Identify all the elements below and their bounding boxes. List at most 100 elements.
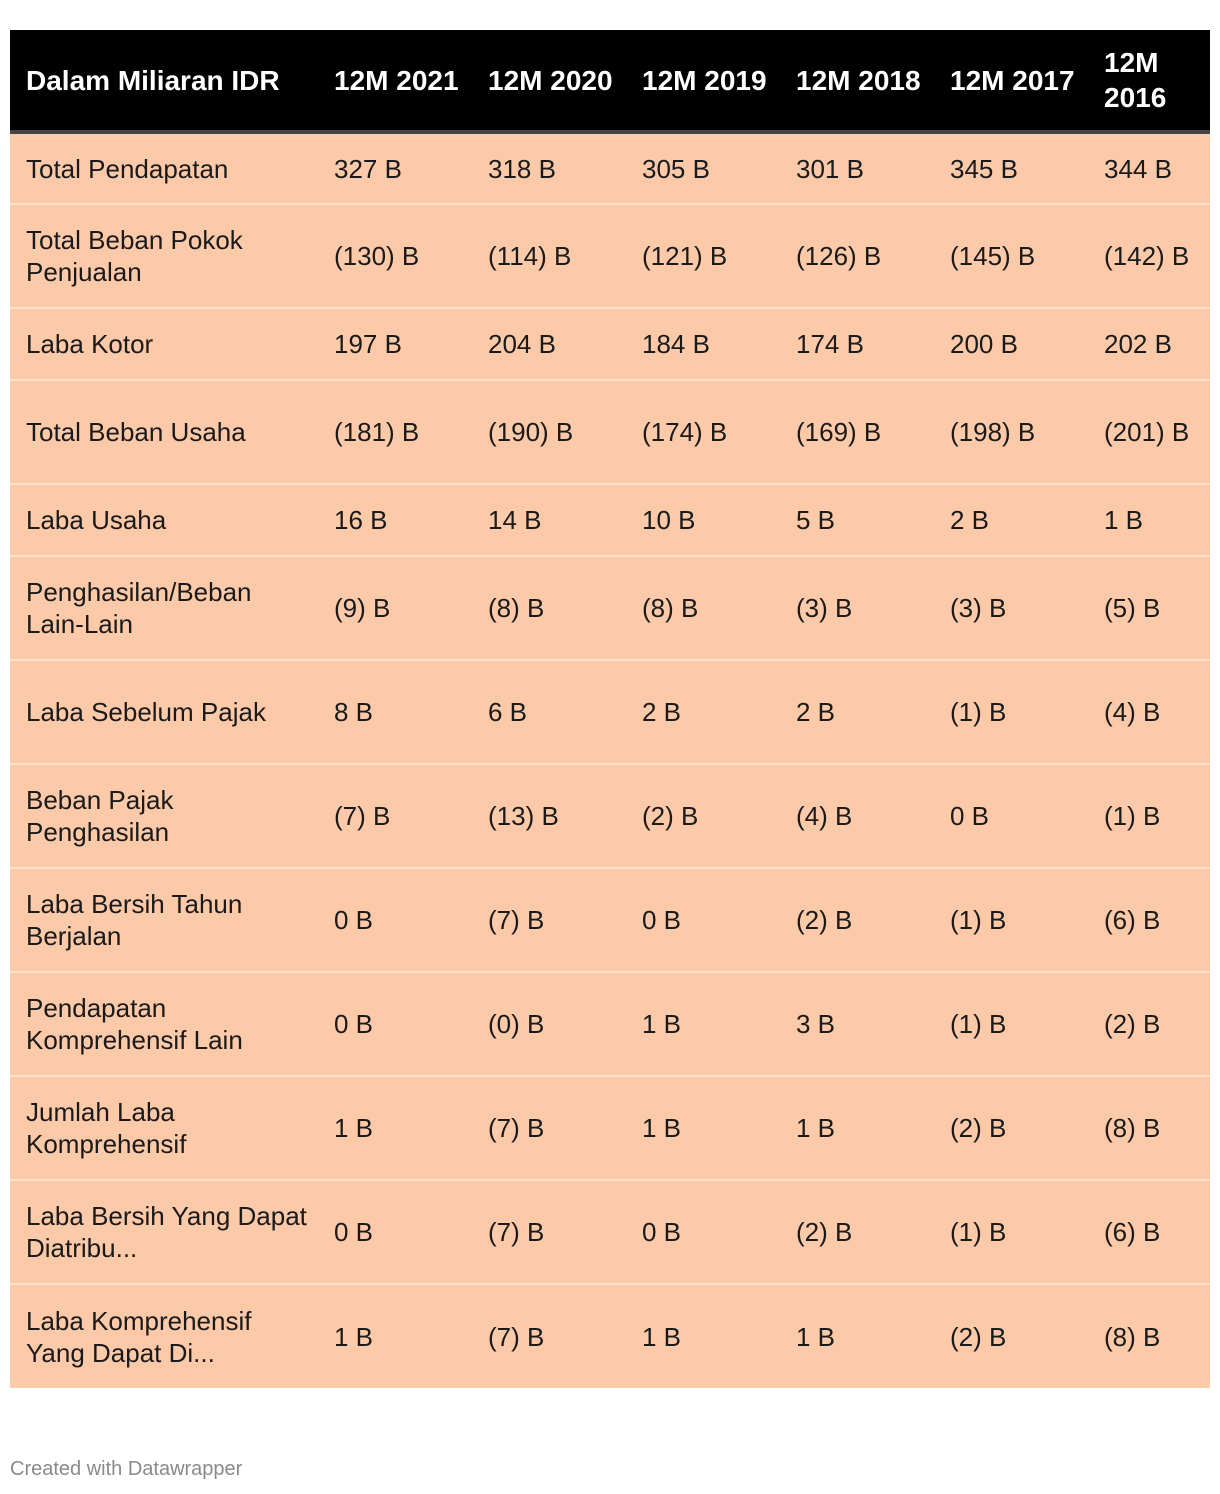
table-row: Laba Usaha 16 B 14 B 10 B 5 B 2 B 1 B xyxy=(10,484,1210,556)
table-cell: (114) B xyxy=(488,241,572,271)
table-cell: (0) B xyxy=(488,1009,545,1039)
row-label: Total Beban Pokok Penjualan xyxy=(26,225,243,287)
row-label: Laba Bersih Yang Dapat Diatribu... xyxy=(26,1201,307,1263)
row-label: Total Beban Usaha xyxy=(26,417,246,447)
row-label: Laba Komprehensif Yang Dapat Di... xyxy=(26,1305,252,1368)
table-cell: (126) B xyxy=(796,241,882,271)
financial-table-container: Dalam Miliaran IDR 12M 2021 12M 2020 12M… xyxy=(10,30,1210,1388)
table-cell: (174) B xyxy=(642,417,728,447)
table-cell: 0 B xyxy=(334,905,374,935)
table-cell: 1 B xyxy=(642,1113,682,1143)
table-cell: 2 B xyxy=(796,697,836,727)
table-row: Laba Bersih Tahun Berjalan 0 B (7) B 0 B (2)… xyxy=(10,868,1210,972)
table-cell: (6) B xyxy=(1104,1217,1161,1247)
table-cell: 344 B xyxy=(1104,153,1172,184)
table-cell: 174 B xyxy=(796,329,864,359)
row-label: Laba Kotor xyxy=(26,329,154,359)
financial-table: Dalam Miliaran IDR 12M 2021 12M 2020 12M… xyxy=(10,30,1210,1388)
table-cell: (2) B xyxy=(642,801,699,831)
row-label: Penghasilan/Beban Lain-Lain xyxy=(26,577,252,639)
table-body: Total Pendapatan 327 B 318 B 305 B 301 B 345 … xyxy=(10,132,1210,1388)
table-cell: (1) B xyxy=(950,905,1007,935)
table-cell: (2) B xyxy=(1104,1009,1161,1039)
table-cell: 301 B xyxy=(796,153,864,184)
table-row: Total Beban Usaha (181) B (190) B (174) B (1… xyxy=(10,380,1210,484)
table-row: Penghasilan/Beban Lain-Lain (9) B (8) B (8)… xyxy=(10,556,1210,660)
table-cell: (1) B xyxy=(1104,801,1161,831)
table-cell: 16 B xyxy=(334,505,388,535)
table-cell: (8) B xyxy=(488,593,545,623)
table-cell: 1 B xyxy=(642,1009,682,1039)
table-header-row: Dalam Miliaran IDR 12M 2021 12M 2020 12M… xyxy=(10,30,1210,132)
table-cell: 0 B xyxy=(642,905,682,935)
table-cell: 202 B xyxy=(1104,329,1172,359)
table-cell: (8) B xyxy=(1104,1321,1161,1352)
table-row: Jumlah Laba Komprehensif 1 B (7) B 1 B 1 B (2… xyxy=(10,1076,1210,1180)
table-cell: 1 B xyxy=(334,1321,374,1352)
table-row: Laba Komprehensif Yang Dapat Di... 1 B (7)… xyxy=(10,1284,1210,1388)
table-cell: (1) B xyxy=(950,1217,1007,1247)
column-header-2018: 12M 2018 xyxy=(796,64,921,96)
table-cell: (3) B xyxy=(796,593,853,623)
table-row: Laba Kotor 197 B 204 B 184 B 174 B 200 B 202 B xyxy=(10,308,1210,380)
table-row: Laba Sebelum Pajak 8 B 6 B 2 B 2 B (1) B (4) B xyxy=(10,660,1210,764)
table-cell: 1 B xyxy=(796,1113,836,1143)
table-cell: (4) B xyxy=(1104,697,1161,727)
row-label: Pendapatan Komprehensif Lain xyxy=(26,993,243,1055)
table-row: Laba Bersih Yang Dapat Diatribu... 0 B (7)… xyxy=(10,1180,1210,1284)
table-cell: 184 B xyxy=(642,329,710,359)
row-label: Laba Sebelum Pajak xyxy=(26,697,266,727)
table-cell: (2) B xyxy=(950,1113,1007,1143)
table-cell: (130) B xyxy=(334,241,420,271)
table-cell: 345 B xyxy=(950,153,1018,184)
column-header-label: Dalam Miliaran IDR xyxy=(26,64,280,96)
table-row: Beban Pajak Penghasilan (7) B (13) B (2) B (… xyxy=(10,764,1210,868)
table-cell: (7) B xyxy=(488,1217,545,1247)
datawrapper-credit: Created with Datawrapper xyxy=(10,1458,243,1480)
table-cell: (3) B xyxy=(950,593,1007,623)
table-row: Pendapatan Komprehensif Lain 0 B (0) B 1 B 3… xyxy=(10,972,1210,1076)
row-label: Total Pendapatan xyxy=(26,153,229,184)
table-cell: 14 B xyxy=(488,505,542,535)
table-cell: 3 B xyxy=(796,1009,836,1039)
table-cell: 1 B xyxy=(796,1321,836,1352)
column-header-2019: 12M 2019 xyxy=(642,64,767,96)
table-cell: 0 B xyxy=(642,1217,682,1247)
table-row: Total Pendapatan 327 B 318 B 305 B 301 B 345 … xyxy=(10,132,1210,204)
table-cell: (7) B xyxy=(488,905,545,935)
row-label: Laba Usaha xyxy=(26,505,167,535)
table-cell: (121) B xyxy=(642,241,728,271)
table-cell: (169) B xyxy=(796,417,882,447)
column-header-2017: 12M 2017 xyxy=(950,64,1075,96)
table-cell: 1 B xyxy=(642,1321,682,1352)
table-cell: 200 B xyxy=(950,329,1018,359)
table-cell: (9) B xyxy=(334,593,391,623)
table-cell: 305 B xyxy=(642,153,710,184)
table-cell: (142) B xyxy=(1104,241,1190,271)
column-header-2021: 12M 2021 xyxy=(334,64,459,96)
table-cell: (181) B xyxy=(334,417,420,447)
table-cell: (7) B xyxy=(488,1321,545,1352)
table-cell: 8 B xyxy=(334,697,374,727)
column-header-2020: 12M 2020 xyxy=(488,64,613,96)
table-cell: (2) B xyxy=(796,905,853,935)
table-cell: 2 B xyxy=(642,697,682,727)
table-cell: (1) B xyxy=(950,1009,1007,1039)
row-label: Beban Pajak Penghasilan xyxy=(26,785,174,847)
table-cell: (4) B xyxy=(796,801,853,831)
table-cell: (1) B xyxy=(950,697,1007,727)
table-cell: (7) B xyxy=(334,801,391,831)
table-cell: (201) B xyxy=(1104,417,1190,447)
table-cell: 1 B xyxy=(1104,505,1144,535)
table-cell: 197 B xyxy=(334,329,402,359)
table-cell: (6) B xyxy=(1104,905,1161,935)
table-cell: (8) B xyxy=(1104,1113,1161,1143)
column-header-2016: 12M 2016 xyxy=(1104,47,1167,113)
table-cell: (2) B xyxy=(950,1321,1007,1352)
table-cell: 327 B xyxy=(334,153,402,184)
table-cell: 204 B xyxy=(488,329,556,359)
table-cell: (190) B xyxy=(488,417,574,447)
table-cell: 0 B xyxy=(334,1217,374,1247)
table-cell: (2) B xyxy=(796,1217,853,1247)
table-cell: 6 B xyxy=(488,697,528,727)
